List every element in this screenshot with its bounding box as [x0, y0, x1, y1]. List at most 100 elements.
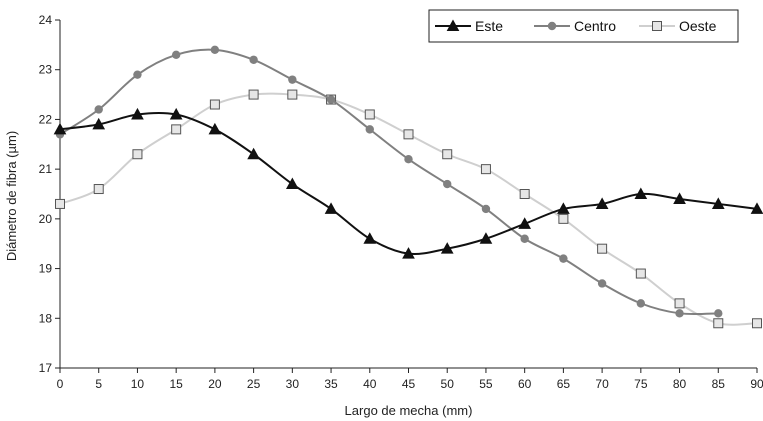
- x-tick-label: 85: [712, 377, 726, 391]
- data-point-oeste: [403, 129, 414, 140]
- y-tick-label: 20: [39, 212, 53, 226]
- legend-item-este: Este: [435, 18, 503, 34]
- series-centro: [55, 45, 723, 318]
- y-tick-label: 18: [39, 311, 53, 325]
- legend-label: Este: [475, 18, 503, 34]
- data-point-oeste: [674, 298, 685, 309]
- data-point-este: [595, 197, 609, 209]
- legend-label: Oeste: [679, 18, 717, 34]
- legend-item-oeste: Oeste: [639, 18, 717, 34]
- data-point-centro: [404, 155, 413, 164]
- data-point-oeste: [635, 268, 646, 279]
- data-point-oeste: [597, 243, 608, 254]
- x-tick-label: 55: [479, 377, 493, 391]
- data-point-oeste: [287, 89, 298, 100]
- data-point-centro: [714, 309, 723, 318]
- x-tick-label: 50: [441, 377, 455, 391]
- data-point-centro: [365, 125, 374, 134]
- data-point-oeste: [132, 149, 143, 160]
- data-point-centro: [171, 50, 181, 59]
- data-point-oeste: [248, 89, 259, 100]
- data-point-este: [247, 147, 260, 160]
- x-tick-label: 35: [324, 377, 338, 391]
- data-point-oeste: [519, 189, 530, 199]
- legend-marker: [446, 19, 460, 31]
- legend-item-centro: Centro: [534, 18, 616, 34]
- data-point-oeste: [480, 164, 491, 175]
- series-line-centro: [59, 48, 719, 316]
- x-tick-label: 90: [750, 377, 763, 391]
- data-point-centro: [481, 204, 491, 214]
- data-point-centro: [675, 309, 684, 318]
- x-tick-label: 45: [402, 377, 416, 391]
- y-tick-label: 24: [39, 13, 53, 27]
- data-point-oeste: [171, 124, 182, 135]
- series-layer: [53, 45, 763, 329]
- x-tick-label: 10: [131, 377, 145, 391]
- y-tick-label: 23: [39, 63, 53, 77]
- x-tick-label: 70: [595, 377, 609, 391]
- data-point-centro: [133, 70, 142, 79]
- data-point-este: [634, 187, 648, 199]
- legend-marker: [652, 21, 662, 31]
- x-tick-label: 20: [208, 377, 222, 391]
- data-point-oeste: [442, 149, 453, 160]
- data-point-centro: [443, 179, 452, 189]
- y-tick-label: 17: [39, 361, 53, 375]
- data-point-centro: [636, 299, 646, 308]
- data-point-este: [402, 247, 415, 259]
- x-tick-label: 0: [57, 377, 64, 391]
- data-point-centro: [288, 75, 297, 84]
- data-point-este: [750, 202, 763, 214]
- data-point-este: [131, 107, 144, 120]
- data-point-este: [557, 202, 570, 214]
- x-tick-label: 40: [363, 377, 377, 391]
- series-line-oeste: [59, 92, 758, 326]
- x-axis-title: Largo de mecha (mm): [345, 403, 473, 418]
- data-point-centro: [94, 105, 103, 114]
- data-point-este: [53, 122, 67, 135]
- x-tick-label: 30: [286, 377, 300, 391]
- data-point-oeste: [558, 213, 569, 224]
- data-point-centro: [326, 95, 336, 104]
- legend-box: [428, 9, 739, 43]
- x-tick-label: 65: [557, 377, 571, 391]
- data-point-centro: [559, 254, 568, 263]
- data-point-este: [169, 107, 183, 120]
- data-point-este: [673, 192, 686, 204]
- data-point-este: [440, 242, 454, 254]
- data-point-este: [518, 217, 532, 229]
- x-tick-label: 5: [95, 377, 102, 391]
- x-tick-label: 15: [169, 377, 183, 391]
- x-tick-label: 25: [247, 377, 261, 391]
- legend-items: Este Centro Oeste: [435, 18, 717, 34]
- y-axis-title: Diámetro de fibra (µm): [4, 131, 19, 261]
- data-point-centro: [520, 234, 529, 243]
- data-point-oeste: [752, 318, 762, 329]
- data-point-este: [92, 117, 106, 130]
- series-oeste: [55, 89, 762, 329]
- y-tick-label: 19: [39, 262, 53, 276]
- y-ticks: 17 18 19 20 21 22 23 24: [39, 13, 60, 375]
- data-point-oeste: [93, 184, 104, 195]
- x-tick-label: 75: [634, 377, 648, 391]
- data-point-oeste: [209, 99, 220, 110]
- legend-label: Centro: [574, 18, 616, 34]
- y-tick-label: 22: [39, 112, 53, 126]
- data-point-este: [363, 232, 377, 244]
- legend-marker: [547, 21, 557, 31]
- x-ticks: 0 5 10 15 20 25 30 35 40 45 50 55 60 65 70 75 80 85 90: [57, 368, 763, 391]
- data-point-este: [208, 122, 222, 135]
- data-point-oeste: [55, 198, 65, 209]
- axes: 17 18 19 20 21 22 23 24 0 5 10 15 20 25 30 35 40 45 50 55 6…: [39, 13, 763, 391]
- data-point-oeste: [713, 318, 724, 329]
- legend: Este Centro Oeste: [428, 9, 739, 43]
- data-point-este: [324, 202, 338, 214]
- data-point-centro: [249, 55, 258, 64]
- data-point-centro: [210, 45, 220, 55]
- data-point-este: [711, 197, 725, 209]
- series-este: [53, 107, 763, 259]
- data-point-centro: [597, 279, 607, 288]
- data-point-oeste: [364, 109, 375, 120]
